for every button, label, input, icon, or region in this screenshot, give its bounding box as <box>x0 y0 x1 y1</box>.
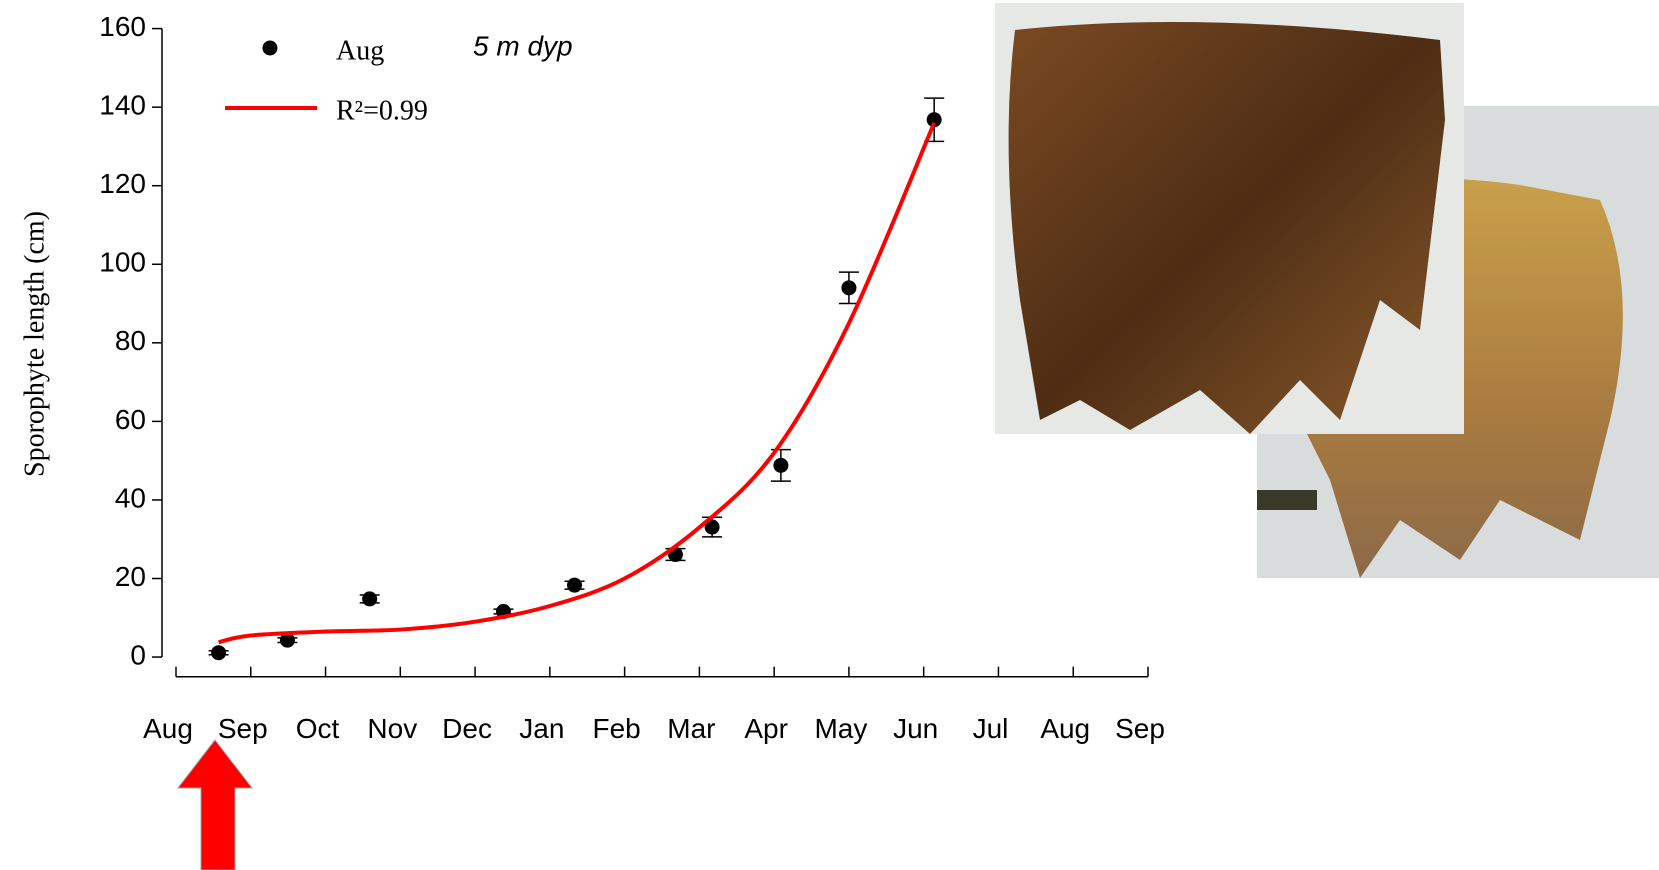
x-tick-label: Sep <box>1115 713 1165 744</box>
data-point <box>926 112 942 128</box>
data-point <box>567 577 583 593</box>
x-tick-label: Feb <box>592 713 640 744</box>
x-tick-label: Aug <box>1040 713 1090 744</box>
data-point <box>773 457 789 473</box>
data-point <box>211 645 227 661</box>
y-tick-label: 60 <box>115 404 146 435</box>
fit-line <box>218 122 937 645</box>
photo-1 <box>995 3 1464 434</box>
arrow <box>176 739 254 870</box>
data-point <box>704 519 720 535</box>
annotation: 5 m dyp <box>473 30 573 61</box>
x-tick-label: May <box>814 713 867 744</box>
x-tick-label: Aug <box>143 713 193 744</box>
y-tick-label: 100 <box>99 247 146 278</box>
y-tick-label: 120 <box>99 168 146 199</box>
legend-marker <box>262 40 278 56</box>
x-tick-label: Jan <box>519 713 564 744</box>
x-tick-label: Oct <box>296 713 340 744</box>
y-tick-label: 80 <box>115 325 146 356</box>
y-tick-label: 140 <box>99 90 146 121</box>
data-point <box>841 280 857 296</box>
x-tick-label: Nov <box>367 713 417 744</box>
x-tick-label: Mar <box>667 713 715 744</box>
x-tick-label: Dec <box>442 713 492 744</box>
legend-label: R²=0.99 <box>336 95 428 126</box>
y-axis-label: Sporophyte length (cm) <box>19 211 50 477</box>
y-tick-label: 20 <box>115 561 146 592</box>
x-tick-label: Apr <box>744 713 788 744</box>
data-point <box>362 591 378 607</box>
y-tick-label: 40 <box>115 482 146 513</box>
x-tick-label: Jun <box>893 713 938 744</box>
y-tick-label: 0 <box>130 639 146 670</box>
x-tick-label: Sep <box>218 713 268 744</box>
legend-label: Aug <box>336 35 384 66</box>
data-point <box>279 632 295 648</box>
y-tick-label: 160 <box>99 11 146 42</box>
x-tick-label: Jul <box>973 713 1009 744</box>
